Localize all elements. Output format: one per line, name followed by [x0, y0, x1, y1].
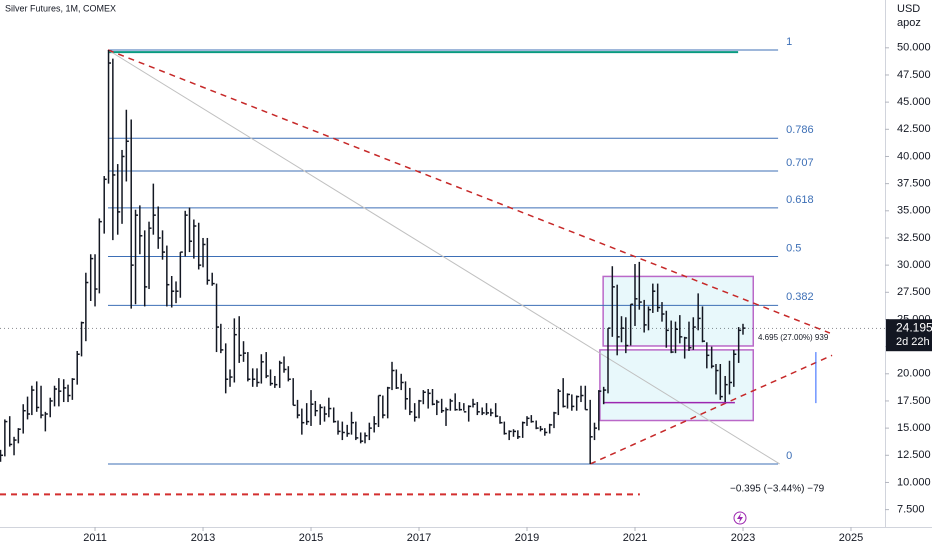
fib-label: 0.707 [786, 157, 814, 169]
range-box [602, 275, 754, 347]
y-tick-label: 45.000 [897, 96, 931, 108]
y-tick-label: 7.500 [897, 504, 925, 516]
x-tick-label: 2019 [515, 532, 539, 544]
fib-label: 0.618 [786, 194, 814, 206]
x-tick-label: 2017 [407, 532, 431, 544]
x-tick-label: 2023 [731, 532, 755, 544]
y-tick-label: 40.000 [897, 150, 931, 162]
measure-label: 4.695 (27.00%) 939 [758, 333, 829, 342]
y-tick-label: 15.000 [897, 422, 931, 434]
y-tick-label: 20.000 [897, 368, 931, 380]
y-tick-label: 50.000 [897, 42, 931, 54]
fib-label: 1 [786, 36, 792, 48]
last-price: 24.195 [896, 320, 932, 334]
fib-label: 0.5 [786, 242, 801, 254]
drawing-line [107, 49, 831, 334]
measure-label: −0.395 (−3.44%) −79 [730, 484, 825, 495]
x-tick-label: 2011 [83, 532, 107, 544]
x-tick-label: 2025 [839, 532, 863, 544]
y-tick-label: 30.000 [897, 259, 931, 271]
y-tick-label: 10.000 [897, 476, 931, 488]
y-tick-label: 12.500 [897, 449, 931, 461]
y-tick-label: 42.500 [897, 123, 931, 135]
range-box [599, 349, 754, 422]
chart-title: Silver Futures, 1M, COMEX [5, 3, 116, 13]
x-tick-label: 2015 [299, 532, 323, 544]
y-tick-label: 27.500 [897, 286, 931, 298]
fib-label: 0.382 [786, 291, 814, 303]
countdown: 2d 22h [896, 336, 930, 348]
lightning-icon[interactable] [733, 511, 747, 525]
drawing-line [107, 49, 780, 465]
currency: USD [897, 3, 920, 15]
drawing-line [589, 354, 833, 465]
x-tick-label: 2021 [623, 532, 647, 544]
unit: apoz [897, 17, 921, 29]
y-tick-label: 17.500 [897, 395, 931, 407]
x-tick-label: 2013 [191, 532, 215, 544]
fib-label: 0.786 [786, 124, 814, 136]
last-price-box [886, 319, 932, 352]
y-tick-label: 47.500 [897, 69, 931, 81]
fib-label: 0 [786, 450, 792, 462]
y-tick-label: 32.500 [897, 232, 931, 244]
y-tick-label: 37.500 [897, 178, 931, 190]
y-tick-label: 35.000 [897, 205, 931, 217]
lightning-bolt [737, 513, 743, 523]
